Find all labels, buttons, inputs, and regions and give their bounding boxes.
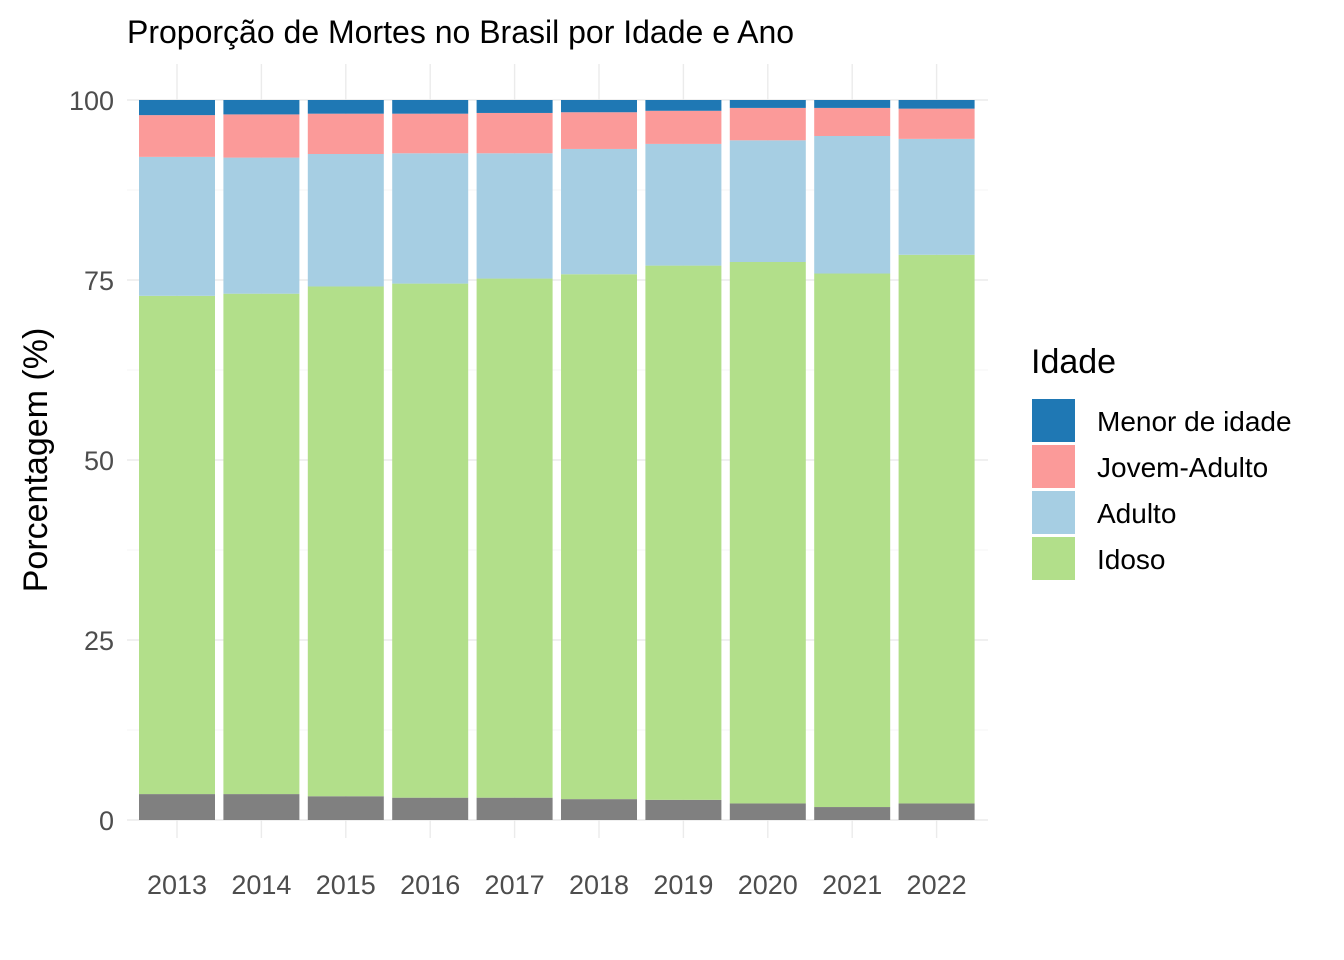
bar-segment-2015-idoso: [307, 286, 384, 797]
bar-segment-2017-adulto: [476, 153, 553, 279]
bar-segment-2016-idoso: [392, 283, 469, 798]
bar-segment-2022-adulto: [898, 138, 975, 255]
bar-segment-2014-adulto: [223, 157, 300, 294]
x-tick-label: 2016: [400, 870, 460, 900]
legend-key: [1032, 399, 1075, 442]
bar-segment-2020-adulto: [729, 140, 806, 262]
bar-segment-2019-idoso: [645, 265, 722, 800]
bar-segment-2014-menor-de-idade: [223, 100, 300, 115]
x-tick-label: 2020: [738, 870, 798, 900]
x-tick-label: 2022: [907, 870, 967, 900]
y-tick-label: 25: [84, 626, 114, 656]
bar-segment-2018-jovem-adulto: [561, 112, 637, 149]
y-tick-label: 75: [84, 266, 114, 296]
bar-segment-2018-series-0: [561, 799, 637, 820]
legend-key: [1032, 491, 1075, 534]
y-axis-ticks: 0 25 50 75 100: [69, 86, 114, 836]
bar-segment-2020-series-0: [729, 803, 806, 820]
bar-segment-2014-idoso: [223, 293, 300, 795]
bar-segment-2015-jovem-adulto: [307, 113, 384, 154]
bar-segment-2015-adulto: [307, 154, 384, 287]
legend-label: Idoso: [1097, 544, 1166, 575]
bar-segment-2020-jovem-adulto: [729, 107, 806, 141]
legend-label: Adulto: [1097, 498, 1176, 529]
bar-segment-2013-menor-de-idade: [139, 100, 215, 116]
bar-segment-2018-adulto: [561, 148, 637, 275]
y-tick-label: 100: [69, 86, 114, 116]
bar-segment-2016-series-0: [392, 797, 469, 820]
bar-segment-2014-series-0: [223, 794, 300, 820]
bars: [139, 100, 975, 820]
bar-segment-2016-menor-de-idade: [392, 100, 469, 114]
x-tick-label: 2019: [653, 870, 713, 900]
legend-items: Menor de idade Jovem-Adulto Adulto Idoso: [1032, 399, 1292, 580]
bar-segment-2015-series-0: [307, 796, 384, 820]
bar-segment-2022-menor-de-idade: [898, 100, 975, 109]
x-tick-label: 2017: [485, 870, 545, 900]
bar-segment-2020-menor-de-idade: [729, 100, 806, 108]
x-tick-label: 2018: [569, 870, 629, 900]
legend: Idade Menor de idade Jovem-Adulto Adulto Id…: [1031, 343, 1292, 580]
bar-segment-2018-idoso: [561, 274, 637, 800]
bar-segment-2018-menor-de-idade: [561, 100, 637, 113]
y-tick-label: 0: [99, 806, 114, 836]
bar-segment-2020-idoso: [729, 262, 806, 804]
bar-segment-2021-idoso: [814, 273, 891, 808]
bar-segment-2017-series-0: [476, 797, 553, 820]
x-tick-label: 2021: [822, 870, 882, 900]
bar-segment-2017-idoso: [476, 278, 553, 798]
bar-segment-2016-adulto: [392, 153, 469, 284]
y-tick-label: 50: [84, 446, 114, 476]
bar-segment-2014-jovem-adulto: [223, 114, 300, 158]
bar-segment-2021-adulto: [814, 136, 891, 274]
x-tick-label: 2013: [147, 870, 207, 900]
bar-segment-2019-adulto: [645, 143, 722, 266]
legend-title: Idade: [1031, 343, 1116, 381]
bar-segment-2022-idoso: [898, 254, 975, 804]
chart-title: Proporção de Mortes no Brasil por Idade …: [127, 14, 794, 50]
x-tick-label: 2014: [231, 870, 291, 900]
x-tick-label: 2015: [316, 870, 376, 900]
bar-segment-2021-menor-de-idade: [814, 100, 891, 108]
bar-segment-2017-jovem-adulto: [476, 112, 553, 154]
bar-segment-2021-series-0: [814, 807, 891, 820]
bar-segment-2013-jovem-adulto: [139, 115, 215, 157]
y-axis-title: Porcentagem (%): [17, 328, 55, 593]
legend-key: [1032, 445, 1075, 488]
bar-segment-2022-series-0: [898, 803, 975, 820]
bar-segment-2019-jovem-adulto: [645, 110, 722, 144]
legend-label: Jovem-Adulto: [1097, 452, 1268, 483]
bar-segment-2016-jovem-adulto: [392, 113, 469, 154]
bar-segment-2013-adulto: [139, 156, 215, 296]
legend-key: [1032, 537, 1075, 580]
bar-segment-2013-series-0: [139, 794, 215, 820]
bar-segment-2019-series-0: [645, 799, 722, 820]
legend-label: Menor de idade: [1097, 406, 1292, 437]
bar-segment-2017-menor-de-idade: [476, 100, 553, 113]
bar-segment-2013-idoso: [139, 295, 215, 795]
x-axis-ticks: 2013 2014 2015 2016 2017 2018 2019 2020 2021 2022: [147, 870, 967, 900]
bar-segment-2019-menor-de-idade: [645, 100, 722, 111]
bar-segment-2021-jovem-adulto: [814, 107, 891, 136]
bar-segment-2015-menor-de-idade: [307, 100, 384, 114]
bar-segment-2022-jovem-adulto: [898, 108, 975, 139]
